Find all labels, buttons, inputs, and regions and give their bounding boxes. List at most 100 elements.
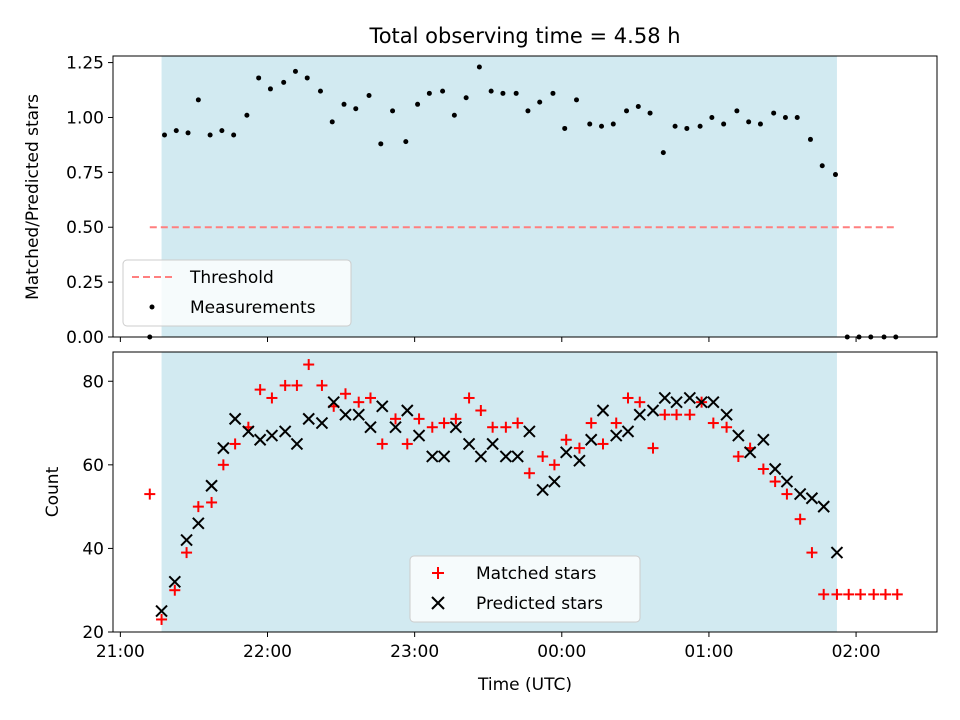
x-axis-label: Time (UTC) — [477, 675, 572, 695]
matched-star-point — [156, 613, 168, 625]
bottom-y-tick-label: 40 — [82, 539, 104, 559]
matched-star-point — [891, 588, 903, 600]
matched-star-point — [854, 588, 866, 600]
measurement-point — [281, 79, 287, 85]
matched-star-point — [512, 417, 524, 429]
predicted-star-point — [315, 416, 329, 430]
predicted-star-point — [474, 450, 488, 463]
predicted-star-point — [707, 395, 720, 409]
predicted-star-point — [499, 450, 513, 463]
predicted-star-point — [695, 395, 708, 409]
measurement-point — [195, 97, 201, 103]
measurement-point — [819, 163, 825, 169]
measurement-point — [599, 123, 605, 129]
predicted-star-point — [437, 450, 451, 463]
matched-star-point — [634, 396, 646, 408]
matched-star-point — [463, 392, 475, 404]
predicted-star-point — [585, 433, 598, 446]
matched-star-point — [707, 417, 719, 429]
predicted-star-point — [302, 412, 315, 426]
top-y-tick-label: 1.00 — [66, 108, 104, 128]
predicted-star-point — [352, 408, 365, 421]
measurement-point — [721, 121, 727, 127]
x-tick-label: 02:00 — [832, 642, 881, 662]
matched-star-point — [426, 421, 438, 433]
top-panel: Total observing time = 4.58 h 0.000.250.… — [23, 24, 938, 348]
predicted-star-point — [242, 425, 255, 438]
measurement-point — [463, 95, 469, 101]
matched-star-point — [303, 359, 315, 371]
measurement-point — [476, 64, 482, 70]
predicted-star-point — [327, 395, 340, 409]
measurement-point — [525, 108, 531, 114]
predicted-star-point — [228, 412, 242, 426]
measurement-point — [415, 101, 421, 107]
matched-star-point — [487, 421, 499, 433]
predicted-star-point — [805, 492, 819, 505]
matched-star-point — [279, 379, 291, 391]
top-y-axis-label: Matched/Predicted stars — [23, 94, 43, 300]
predicted-star-point — [830, 546, 844, 559]
measurement-point — [709, 114, 715, 120]
matched-star-point — [192, 501, 204, 513]
top-y-tick-label: 0.00 — [66, 328, 104, 348]
x-tick-label: 21:00 — [96, 642, 145, 662]
measurement-point — [697, 123, 703, 129]
measurement-point — [537, 99, 543, 105]
predicted-legend-label: Predicted stars — [476, 594, 603, 614]
predicted-star-point — [364, 421, 377, 434]
measurement-point — [672, 123, 678, 129]
measurement-point — [353, 106, 359, 112]
predicted-star-point — [780, 475, 794, 488]
measurement-point — [550, 90, 556, 96]
matched-star-point — [721, 421, 733, 433]
matched-star-point — [684, 409, 696, 421]
predicted-star-point — [732, 429, 745, 442]
measurement-point — [624, 108, 630, 114]
measurement-point — [185, 130, 191, 136]
matched-star-point — [438, 417, 450, 429]
matched-star-point — [818, 588, 830, 600]
measurement-point — [390, 108, 396, 114]
matched-star-point — [413, 413, 425, 425]
matched-star-point — [229, 438, 241, 450]
predicted-star-point — [486, 437, 499, 451]
predicted-star-point — [290, 437, 304, 451]
top-y-tick-label: 0.75 — [66, 163, 104, 183]
predicted-star-point — [633, 408, 646, 421]
measurement-point — [562, 125, 568, 131]
matched-star-point — [831, 588, 843, 600]
measurement-point — [488, 88, 494, 94]
measurement-point — [513, 90, 519, 96]
predicted-star-point — [168, 575, 182, 589]
measurement-point — [426, 90, 432, 96]
predicted-stars-layer — [155, 391, 844, 618]
predicted-star-point — [621, 425, 635, 438]
measurement-point — [317, 88, 323, 94]
x-tick-label: 23:00 — [390, 642, 439, 662]
predicted-star-point — [559, 446, 573, 459]
predicted-star-point — [412, 429, 426, 442]
predicted-star-point — [757, 433, 770, 446]
matched-star-point — [217, 459, 229, 471]
measurement-point — [304, 75, 310, 81]
predicted-star-point — [265, 429, 279, 442]
predicted-star-point — [670, 395, 683, 409]
matched-star-point — [610, 417, 622, 429]
predicted-star-point — [426, 450, 439, 463]
bottom-y-ticks: 20 40 60 80 — [82, 372, 113, 643]
measurement-point — [256, 75, 262, 81]
predicted-star-point — [192, 517, 205, 530]
measurement-point — [660, 150, 666, 156]
predicted-star-point — [573, 454, 586, 467]
matched-star-point — [622, 392, 634, 404]
measurement-point — [341, 101, 347, 107]
measurement-point — [587, 121, 593, 127]
predicted-star-point — [511, 450, 524, 463]
matched-star-point — [868, 588, 880, 600]
measurement-point — [771, 110, 777, 116]
measurement-point — [292, 68, 298, 74]
predicted-star-point — [646, 404, 660, 417]
top-y-tick-label: 1.25 — [66, 54, 104, 74]
